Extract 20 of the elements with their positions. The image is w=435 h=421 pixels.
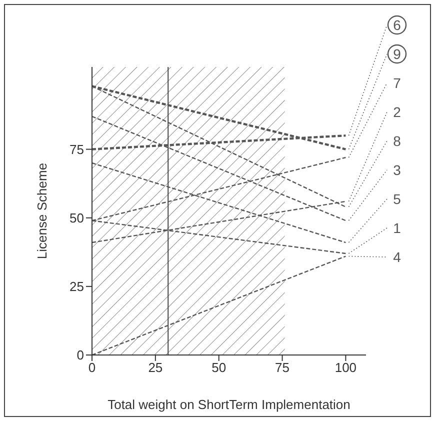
x-tick-label: 50 [212, 360, 226, 376]
x-tick-label: 100 [334, 360, 357, 376]
x-tick-label: 75 [275, 360, 290, 376]
text: 6 [393, 16, 402, 33]
text: 2 [393, 104, 402, 120]
y-axis-title: License Scheme [34, 162, 50, 260]
legend-label: 7 [393, 74, 402, 91]
x-tick-label: 25 [148, 360, 163, 376]
y-tick-label: 50 [70, 210, 84, 226]
text: 8 [393, 132, 402, 149]
x-tick-label: 0 [88, 360, 96, 376]
y-tick-label: 75 [70, 142, 84, 157]
text: 3 [393, 162, 402, 178]
y-tick-label: 25 [70, 279, 84, 294]
text: 1 [393, 220, 402, 236]
y-tick-label: 0 [76, 348, 84, 363]
x-axis-title: Total weight on ShortTerm Implementation [108, 397, 350, 412]
text: 5 [393, 190, 402, 207]
legend-label: 9 [393, 46, 402, 62]
text: 4 [393, 248, 402, 265]
